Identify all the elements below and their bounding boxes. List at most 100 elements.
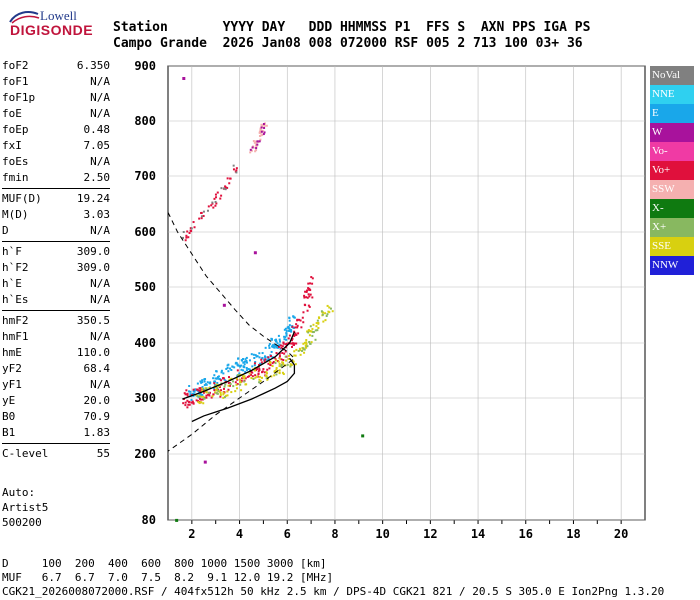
data-point bbox=[275, 367, 278, 370]
data-point bbox=[232, 164, 235, 167]
y-tick-label: 300 bbox=[134, 391, 156, 405]
data-point bbox=[240, 368, 243, 371]
data-point bbox=[255, 147, 258, 150]
data-point bbox=[263, 131, 266, 134]
legend-item-w: W bbox=[650, 123, 694, 142]
data-point bbox=[281, 351, 284, 354]
data-point bbox=[210, 204, 213, 207]
logo-lowell-text: Lowell bbox=[40, 8, 77, 23]
data-point bbox=[268, 346, 271, 349]
data-point bbox=[243, 377, 246, 380]
param-name: hmF2 bbox=[2, 314, 29, 327]
data-point bbox=[213, 389, 216, 392]
data-point bbox=[292, 326, 295, 329]
data-point bbox=[216, 377, 219, 380]
data-point bbox=[312, 323, 315, 326]
data-point bbox=[226, 366, 229, 369]
data-point bbox=[288, 316, 291, 319]
data-point bbox=[260, 126, 263, 129]
data-point bbox=[315, 322, 318, 325]
data-point bbox=[324, 319, 327, 322]
data-point bbox=[254, 376, 257, 379]
data-point bbox=[217, 389, 220, 392]
data-point bbox=[252, 377, 255, 380]
x-tick-label: 4 bbox=[236, 527, 243, 541]
param-name: MUF(D) bbox=[2, 192, 42, 205]
data-point bbox=[275, 373, 278, 376]
data-point bbox=[283, 328, 286, 331]
data-point bbox=[267, 356, 270, 359]
param-value: N/A bbox=[90, 107, 110, 120]
data-point bbox=[204, 387, 207, 390]
data-point bbox=[232, 168, 235, 171]
data-point bbox=[250, 377, 253, 380]
data-point bbox=[275, 346, 278, 349]
data-point bbox=[285, 332, 288, 335]
data-point bbox=[199, 380, 202, 383]
data-point bbox=[213, 387, 216, 390]
data-point bbox=[278, 369, 281, 372]
data-point bbox=[292, 315, 295, 318]
data-point bbox=[308, 305, 311, 308]
data-point bbox=[216, 387, 219, 390]
x-tick-label: 20 bbox=[614, 527, 628, 541]
data-point bbox=[200, 217, 203, 220]
data-point bbox=[268, 344, 271, 347]
data-point bbox=[280, 358, 283, 361]
param-name: foF1 bbox=[2, 75, 29, 88]
data-point bbox=[331, 310, 334, 313]
data-point bbox=[278, 355, 281, 358]
data-point bbox=[272, 344, 275, 347]
data-point bbox=[195, 399, 198, 402]
data-point bbox=[201, 393, 204, 396]
data-point bbox=[262, 133, 265, 136]
data-point bbox=[188, 385, 191, 388]
data-point bbox=[274, 344, 277, 347]
data-point bbox=[235, 169, 238, 172]
data-point bbox=[216, 382, 219, 385]
data-point bbox=[216, 191, 219, 194]
data-point bbox=[309, 289, 312, 292]
data-point bbox=[201, 398, 204, 401]
data-point bbox=[190, 398, 193, 401]
param-value: N/A bbox=[90, 91, 110, 104]
data-point bbox=[276, 342, 279, 345]
data-point bbox=[245, 359, 248, 362]
param-value: 309.0 bbox=[76, 245, 110, 258]
data-point bbox=[310, 330, 313, 333]
data-point bbox=[271, 365, 274, 368]
data-point bbox=[219, 389, 222, 392]
data-point bbox=[225, 367, 228, 370]
data-point bbox=[305, 296, 308, 299]
data-point bbox=[263, 371, 266, 374]
data-point bbox=[205, 394, 208, 397]
legend-item-noval: NoVal bbox=[650, 66, 694, 85]
data-point bbox=[307, 282, 310, 285]
data-point bbox=[293, 335, 296, 338]
data-point bbox=[192, 390, 195, 393]
data-point bbox=[307, 293, 310, 296]
data-point bbox=[290, 345, 293, 348]
data-point bbox=[308, 295, 311, 298]
data-point bbox=[193, 226, 196, 229]
data-point bbox=[321, 313, 324, 316]
data-point bbox=[188, 400, 191, 403]
data-point bbox=[187, 236, 190, 239]
param-row: yF2 68.4 bbox=[2, 361, 110, 377]
data-point bbox=[190, 401, 193, 404]
data-point bbox=[309, 293, 312, 296]
data-point bbox=[202, 210, 205, 213]
data-point bbox=[260, 130, 263, 133]
data-point bbox=[222, 387, 225, 390]
data-point bbox=[301, 349, 304, 352]
param-value: N/A bbox=[90, 293, 110, 306]
data-point bbox=[258, 378, 261, 381]
param-name: yF2 bbox=[2, 362, 22, 375]
data-point bbox=[316, 329, 319, 332]
y-tick-label: 900 bbox=[134, 59, 156, 73]
data-point bbox=[254, 150, 257, 153]
data-point bbox=[293, 354, 296, 357]
data-point bbox=[236, 387, 239, 390]
data-point bbox=[244, 358, 247, 361]
data-point bbox=[284, 350, 287, 353]
